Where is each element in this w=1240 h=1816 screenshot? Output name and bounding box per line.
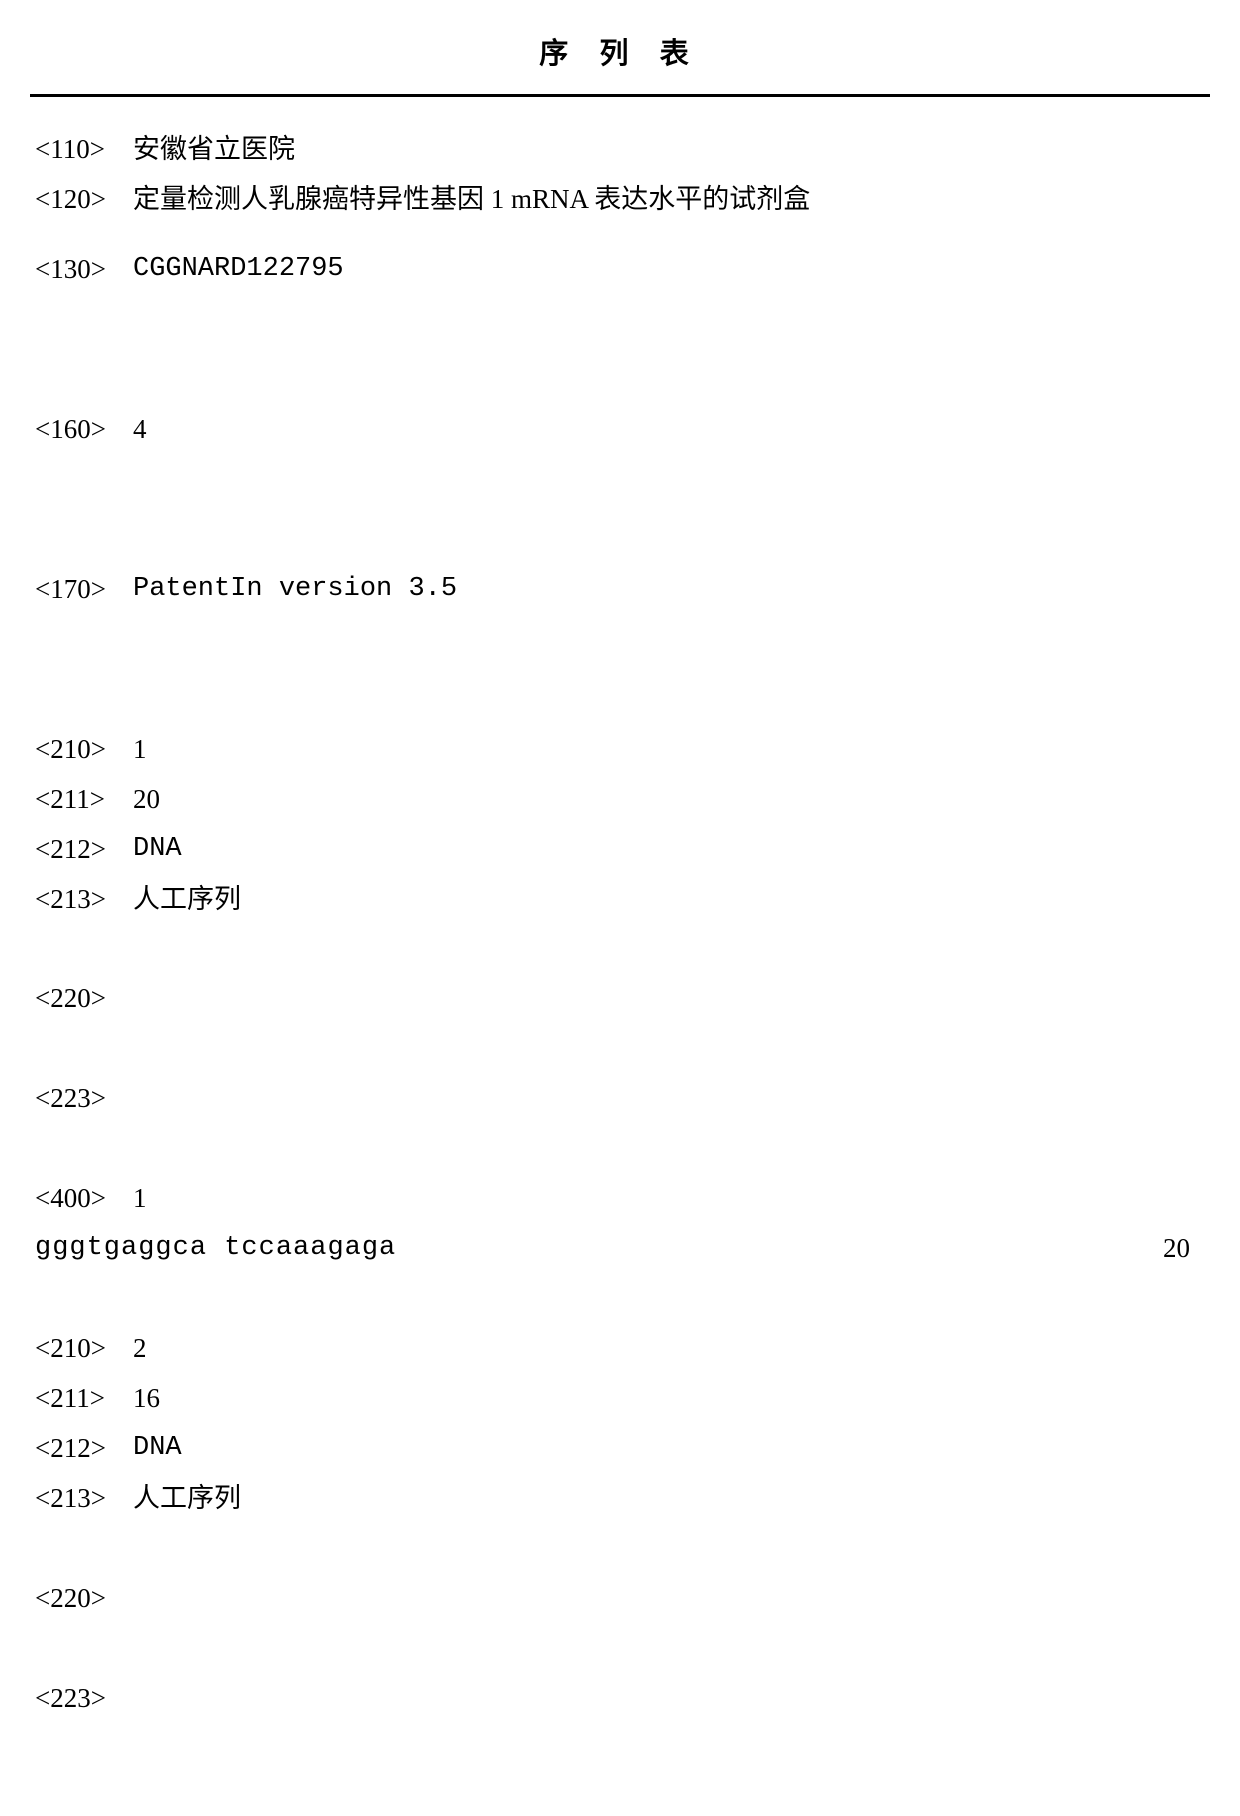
gap bbox=[30, 924, 1210, 974]
seq2-entry-210: <210> 2 bbox=[35, 1324, 1210, 1374]
seq1-entry-213-tag: <213> bbox=[35, 875, 133, 925]
gap bbox=[30, 225, 1210, 245]
gap bbox=[30, 1124, 1210, 1174]
seq2-entry-220-tag: <220> bbox=[35, 1574, 133, 1624]
seq1-entry-220-value bbox=[133, 974, 1210, 1024]
seq2-entry-220: <220> bbox=[35, 1574, 1210, 1624]
seq1-entry-210-tag: <210> bbox=[35, 725, 133, 775]
seq2-entry-211-tag: <211> bbox=[35, 1374, 133, 1424]
seq2-entry-212-tag: <212> bbox=[35, 1424, 133, 1474]
seq1-entry-220: <220> bbox=[35, 974, 1210, 1024]
entry-130-tag: <130> bbox=[35, 245, 133, 295]
entry-130: <130> CGGNARD122795 bbox=[35, 245, 1210, 295]
seq2-entry-213: <213> 人工序列 bbox=[35, 1474, 1210, 1524]
entry-110-value: 安徽省立医院 bbox=[133, 125, 1210, 175]
seq1-entry-212: <212> DNA bbox=[35, 825, 1210, 875]
seq2-entry-223-tag: <223> bbox=[35, 1674, 133, 1724]
seq2-entry-212-value: DNA bbox=[133, 1424, 1210, 1474]
seq2-entry-211-value: 16 bbox=[133, 1374, 1210, 1424]
seq1-entry-400: <400> 1 bbox=[35, 1174, 1210, 1224]
gap bbox=[30, 455, 1210, 565]
gap bbox=[30, 1624, 1210, 1674]
seq1-sequence-row: gggtgaggca tccaaagaga 20 bbox=[35, 1224, 1210, 1274]
entry-170-tag: <170> bbox=[35, 565, 133, 615]
seq2-entry-211: <211> 16 bbox=[35, 1374, 1210, 1424]
seq1-sequence-length: 20 bbox=[1163, 1224, 1210, 1274]
seq1-entry-211-tag: <211> bbox=[35, 775, 133, 825]
seq1-entry-220-tag: <220> bbox=[35, 974, 133, 1024]
seq1-entry-400-tag: <400> bbox=[35, 1174, 133, 1224]
seq1-sequence-text: gggtgaggca tccaaagaga bbox=[35, 1224, 396, 1274]
seq1-entry-210: <210> 1 bbox=[35, 725, 1210, 775]
entry-130-value: CGGNARD122795 bbox=[133, 245, 1210, 295]
entry-170: <170> PatentIn version 3.5 bbox=[35, 565, 1210, 615]
seq2-entry-213-value: 人工序列 bbox=[133, 1474, 1210, 1524]
entry-110-tag: <110> bbox=[35, 125, 133, 175]
seq1-entry-400-value: 1 bbox=[133, 1174, 1210, 1224]
entry-160-tag: <160> bbox=[35, 405, 133, 455]
seq1-entry-223-value bbox=[133, 1074, 1210, 1124]
gap bbox=[30, 1524, 1210, 1574]
seq1-entry-212-value: DNA bbox=[133, 825, 1210, 875]
gap bbox=[30, 295, 1210, 405]
entry-120-value: 定量检测人乳腺癌特异性基因 1 mRNA 表达水平的试剂盒 bbox=[133, 175, 1210, 225]
entry-120-tag: <120> bbox=[35, 175, 133, 225]
seq1-entry-223: <223> bbox=[35, 1074, 1210, 1124]
entry-170-value: PatentIn version 3.5 bbox=[133, 565, 1210, 615]
gap bbox=[30, 1024, 1210, 1074]
seq1-entry-213: <213> 人工序列 bbox=[35, 875, 1210, 925]
entry-160: <160> 4 bbox=[35, 405, 1210, 455]
seq2-entry-210-value: 2 bbox=[133, 1324, 1210, 1374]
seq2-entry-223: <223> bbox=[35, 1674, 1210, 1724]
seq1-entry-212-tag: <212> bbox=[35, 825, 133, 875]
entry-110: <110> 安徽省立医院 bbox=[35, 125, 1210, 175]
entry-120: <120> 定量检测人乳腺癌特异性基因 1 mRNA 表达水平的试剂盒 bbox=[35, 175, 1210, 225]
seq1-entry-223-tag: <223> bbox=[35, 1074, 133, 1124]
seq2-entry-212: <212> DNA bbox=[35, 1424, 1210, 1474]
gap bbox=[30, 615, 1210, 725]
seq2-entry-220-value bbox=[133, 1574, 1210, 1624]
seq2-entry-223-value bbox=[133, 1674, 1210, 1724]
entry-160-value: 4 bbox=[133, 405, 1210, 455]
seq1-entry-210-value: 1 bbox=[133, 725, 1210, 775]
sequence-listing-title: 序 列 表 bbox=[30, 30, 1210, 72]
seq1-entry-211: <211> 20 bbox=[35, 775, 1210, 825]
seq2-entry-213-tag: <213> bbox=[35, 1474, 133, 1524]
seq2-entry-210-tag: <210> bbox=[35, 1324, 133, 1374]
seq1-entry-211-value: 20 bbox=[133, 775, 1210, 825]
title-separator bbox=[30, 94, 1210, 97]
seq1-entry-213-value: 人工序列 bbox=[133, 875, 1210, 925]
gap bbox=[30, 1274, 1210, 1324]
